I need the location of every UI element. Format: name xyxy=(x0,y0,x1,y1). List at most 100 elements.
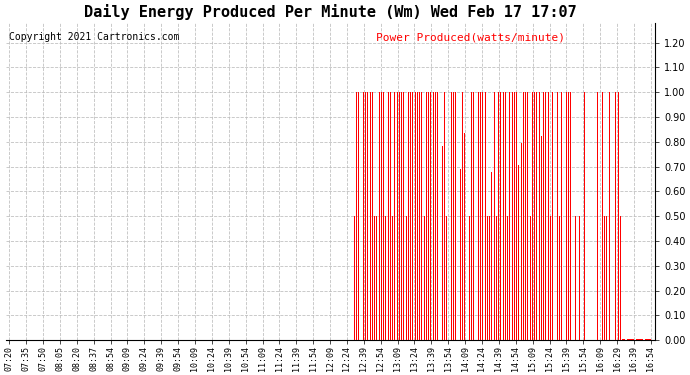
Bar xyxy=(448,216,449,340)
Bar xyxy=(471,92,472,340)
Bar xyxy=(532,92,533,340)
Bar xyxy=(525,92,526,340)
Bar xyxy=(475,92,477,340)
Bar xyxy=(539,92,540,340)
Bar xyxy=(620,216,621,340)
Bar xyxy=(626,339,627,340)
Bar xyxy=(557,92,558,340)
Bar xyxy=(356,92,357,340)
Bar xyxy=(462,92,463,340)
Bar xyxy=(473,92,474,340)
Bar xyxy=(453,92,454,340)
Bar xyxy=(408,92,409,340)
Bar xyxy=(521,142,522,340)
Bar xyxy=(628,339,629,340)
Bar xyxy=(352,152,353,340)
Bar xyxy=(523,92,524,340)
Bar xyxy=(478,92,479,340)
Bar xyxy=(417,92,418,340)
Bar xyxy=(615,92,616,340)
Bar xyxy=(451,92,452,340)
Bar xyxy=(361,216,362,340)
Bar xyxy=(644,339,646,340)
Bar xyxy=(487,216,488,340)
Bar xyxy=(633,339,634,340)
Bar xyxy=(426,92,427,340)
Bar xyxy=(363,92,364,340)
Bar xyxy=(548,92,549,340)
Bar xyxy=(457,92,458,340)
Bar xyxy=(623,339,624,340)
Title: Daily Energy Produced Per Minute (Wm) Wed Feb 17 17:07: Daily Energy Produced Per Minute (Wm) We… xyxy=(84,4,577,20)
Bar xyxy=(442,146,443,340)
Bar xyxy=(602,92,603,340)
Bar xyxy=(536,92,538,340)
Bar xyxy=(630,339,631,340)
Bar xyxy=(627,339,628,340)
Bar xyxy=(622,339,623,340)
Bar xyxy=(444,92,445,340)
Bar xyxy=(498,92,499,340)
Bar xyxy=(489,216,490,340)
Bar xyxy=(534,92,535,340)
Bar xyxy=(392,216,393,340)
Bar xyxy=(376,216,377,340)
Bar xyxy=(509,92,511,340)
Bar xyxy=(428,92,429,340)
Text: Power Produced(watts/minute): Power Produced(watts/minute) xyxy=(376,32,565,42)
Bar xyxy=(354,216,355,340)
Bar xyxy=(464,133,465,340)
Bar xyxy=(390,92,391,340)
Bar xyxy=(631,339,632,340)
Bar xyxy=(482,92,483,340)
Bar xyxy=(401,92,402,340)
Bar xyxy=(410,92,411,340)
Bar xyxy=(552,92,553,340)
Bar xyxy=(507,216,508,340)
Bar xyxy=(543,92,544,340)
Bar xyxy=(484,92,486,340)
Bar xyxy=(466,92,467,340)
Bar xyxy=(367,92,368,340)
Bar xyxy=(502,92,504,340)
Bar xyxy=(550,216,551,340)
Bar xyxy=(469,216,470,340)
Bar xyxy=(632,339,633,340)
Bar xyxy=(637,339,638,340)
Bar xyxy=(460,169,461,340)
Bar xyxy=(640,339,641,340)
Bar xyxy=(624,339,625,340)
Text: Copyright 2021 Cartronics.com: Copyright 2021 Cartronics.com xyxy=(9,32,179,42)
Bar xyxy=(604,216,605,340)
Bar xyxy=(480,92,481,340)
Bar xyxy=(642,339,643,340)
Bar xyxy=(530,216,531,340)
Bar xyxy=(568,92,569,340)
Bar xyxy=(638,339,639,340)
Bar xyxy=(446,216,447,340)
Bar xyxy=(646,339,647,340)
Bar xyxy=(518,165,520,340)
Bar xyxy=(500,92,502,340)
Bar xyxy=(370,92,371,340)
Bar xyxy=(512,92,513,340)
Bar xyxy=(381,92,382,340)
Bar xyxy=(647,339,648,340)
Bar xyxy=(514,92,515,340)
Bar xyxy=(435,92,436,340)
Bar xyxy=(358,92,359,340)
Bar xyxy=(639,339,640,340)
Bar xyxy=(383,92,384,340)
Bar xyxy=(648,339,649,340)
Bar xyxy=(437,92,438,340)
Bar xyxy=(455,92,456,340)
Bar xyxy=(379,92,380,340)
Bar xyxy=(496,216,497,340)
Bar xyxy=(505,92,506,340)
Bar xyxy=(541,136,542,340)
Bar xyxy=(365,92,366,340)
Bar xyxy=(649,339,650,340)
Bar xyxy=(493,92,495,340)
Bar xyxy=(374,216,375,340)
Bar xyxy=(641,339,642,340)
